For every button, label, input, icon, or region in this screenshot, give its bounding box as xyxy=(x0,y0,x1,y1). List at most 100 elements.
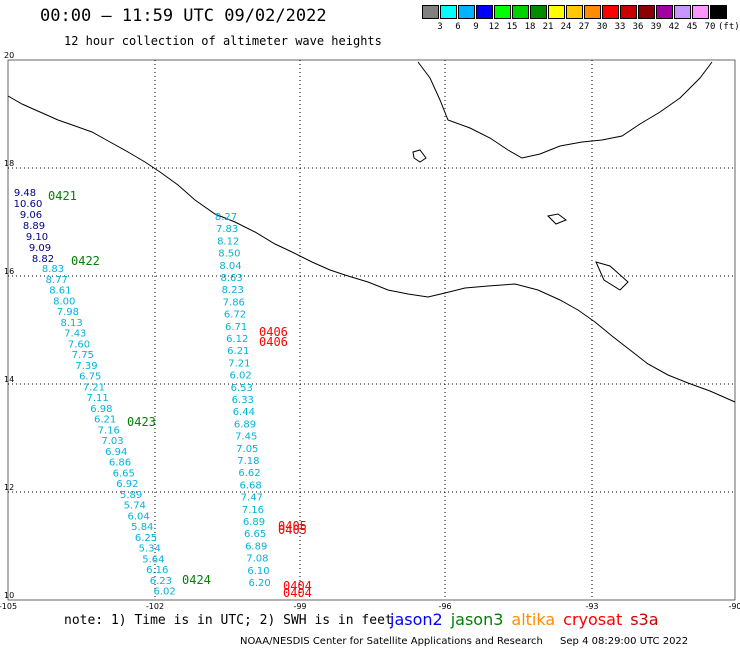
scale-swatch xyxy=(710,5,727,19)
wave-height-label: 6.04 xyxy=(127,511,149,522)
wave-height-label: 9.09 xyxy=(29,243,51,254)
wave-height-label: 7.08 xyxy=(246,554,268,565)
wave-height-label: 7.18 xyxy=(237,456,259,467)
wave-height-label: 6.65 xyxy=(244,529,266,540)
latitude-label: 10 xyxy=(4,591,14,600)
wave-height-label: 6.21 xyxy=(94,415,116,426)
scale-label: 30 xyxy=(596,22,608,32)
scale-label: 39 xyxy=(650,22,662,32)
chart-subtitle: 12 hour collection of altimeter wave hei… xyxy=(64,34,382,48)
longitude-label: -96 xyxy=(438,602,451,611)
legend-item-jason2: jason2 xyxy=(390,610,443,629)
wave-height-label: 8.61 xyxy=(49,286,71,297)
wave-height-label: 6.94 xyxy=(105,447,127,458)
scale-swatch xyxy=(656,5,673,19)
scale-label: 18 xyxy=(524,22,536,32)
pass-time-label: 0405 xyxy=(278,523,307,537)
axis-tick-labels: 20 18 16 14 12 10 -105 -102 -99 -96 -93 -90 xyxy=(0,51,740,611)
wave-height-label: 7.16 xyxy=(242,505,264,516)
scale-swatch xyxy=(422,5,439,19)
latitude-label: 14 xyxy=(4,375,14,384)
wave-height-label: 8.12 xyxy=(217,236,239,247)
legend-item-jason3: jason3 xyxy=(450,610,504,629)
wave-height-label: 8.83 xyxy=(42,264,64,275)
wave-height-label: 6.25 xyxy=(135,533,157,544)
wave-height-label: 8.27 xyxy=(215,212,237,223)
wave-height-label: 6.44 xyxy=(233,407,255,418)
footer-org: NOAA/NESDIS Center for Satellite Applica… xyxy=(240,636,543,647)
wave-height-label: 6.89 xyxy=(245,541,267,552)
scale-swatch xyxy=(512,5,529,19)
scale-swatch xyxy=(692,5,709,19)
wave-height-label: 9.06 xyxy=(20,210,42,221)
wave-height-label: 8.50 xyxy=(218,249,240,260)
wave-height-label: 7.47 xyxy=(241,493,263,504)
scale-label: 45 xyxy=(686,22,698,32)
wave-height-label: 6.02 xyxy=(229,371,251,382)
footer-timestamp: Sep 4 08:29:00 UTC 2022 xyxy=(560,636,689,647)
wave-height-label: 6.71 xyxy=(225,322,247,333)
scale-swatch xyxy=(566,5,583,19)
longitude-label: -105 xyxy=(0,602,17,611)
pass-time-label: 0423 xyxy=(127,415,156,429)
chart-title: 00:00 — 11:59 UTC 09/02/2022 xyxy=(40,6,327,26)
scale-swatch xyxy=(674,5,691,19)
pass-time-label: 0422 xyxy=(71,254,100,268)
map-frame xyxy=(7,59,736,601)
wave-height-label: 6.16 xyxy=(146,565,168,576)
wave-height-label: 5.89 xyxy=(120,490,142,501)
scale-swatch xyxy=(548,5,565,19)
scale-swatch xyxy=(602,5,619,19)
scale-swatch xyxy=(584,5,601,19)
scale-label: 15 xyxy=(506,22,518,32)
wave-height-label: 7.39 xyxy=(75,361,97,372)
wave-height-label: 6.89 xyxy=(243,517,265,528)
wave-height-label: 5.74 xyxy=(124,501,146,512)
pass-time-label: 0424 xyxy=(182,573,211,587)
scale-label: 70 xyxy=(704,22,716,32)
altimeter-swath-layer: 9.4810.609.068.899.109.098.828.838.778.6… xyxy=(14,188,312,600)
wave-height-label: 6.20 xyxy=(248,578,270,589)
wave-height-label: 7.45 xyxy=(235,432,257,443)
wave-height-label: 6.68 xyxy=(239,480,261,491)
wave-height-label: 5.34 xyxy=(139,544,161,555)
wave-height-label: 5.84 xyxy=(131,522,153,533)
wave-height-label: 9.10 xyxy=(26,232,48,243)
island-cozumel xyxy=(412,149,427,163)
wave-height-label: 6.75 xyxy=(79,372,101,383)
longitude-label: -102 xyxy=(146,602,164,611)
wave-height-label: 8.89 xyxy=(23,221,45,232)
pass-time-label: 0404 xyxy=(283,579,312,593)
scale-label: 21 xyxy=(542,22,554,32)
scale-label: 12 xyxy=(488,22,500,32)
pass-time-label: 0406 xyxy=(259,325,288,339)
longitude-label: -99 xyxy=(293,602,306,611)
pass-time-label: 0405 xyxy=(278,519,307,533)
wave-height-label: 8.23 xyxy=(222,285,244,296)
latitude-label: 18 xyxy=(4,159,14,168)
pass-time-label: 0406 xyxy=(259,335,288,349)
wave-height-label: 7.11 xyxy=(86,393,108,404)
wave-height-label: 6.65 xyxy=(113,468,135,479)
wave-height-label: 8.63 xyxy=(220,273,242,284)
wave-height-label: 8.77 xyxy=(46,275,68,286)
wave-height-label: 6.23 xyxy=(150,576,172,587)
scale-label: 42 xyxy=(668,22,680,32)
wave-height-label: 7.83 xyxy=(216,224,238,235)
wave-height-label: 7.43 xyxy=(64,329,86,340)
latitude-label: 20 xyxy=(4,51,14,60)
longitude-label: -90 xyxy=(728,602,740,611)
pass-time-label: 0404 xyxy=(283,586,312,600)
scale-swatch xyxy=(638,5,655,19)
longitude-label: -93 xyxy=(585,602,598,611)
wave-height-label: 9.48 xyxy=(14,188,36,199)
scale-label: 36 xyxy=(632,22,644,32)
wave-height-label: 6.86 xyxy=(109,458,131,469)
wave-height-label: 6.62 xyxy=(238,468,260,479)
scale-swatch xyxy=(530,5,547,19)
wave-height-label: 8.82 xyxy=(32,254,54,265)
legend-item-s3a: s3a xyxy=(630,610,659,629)
pass-time-label: 0421 xyxy=(48,189,77,203)
scale-swatch xyxy=(440,5,457,19)
